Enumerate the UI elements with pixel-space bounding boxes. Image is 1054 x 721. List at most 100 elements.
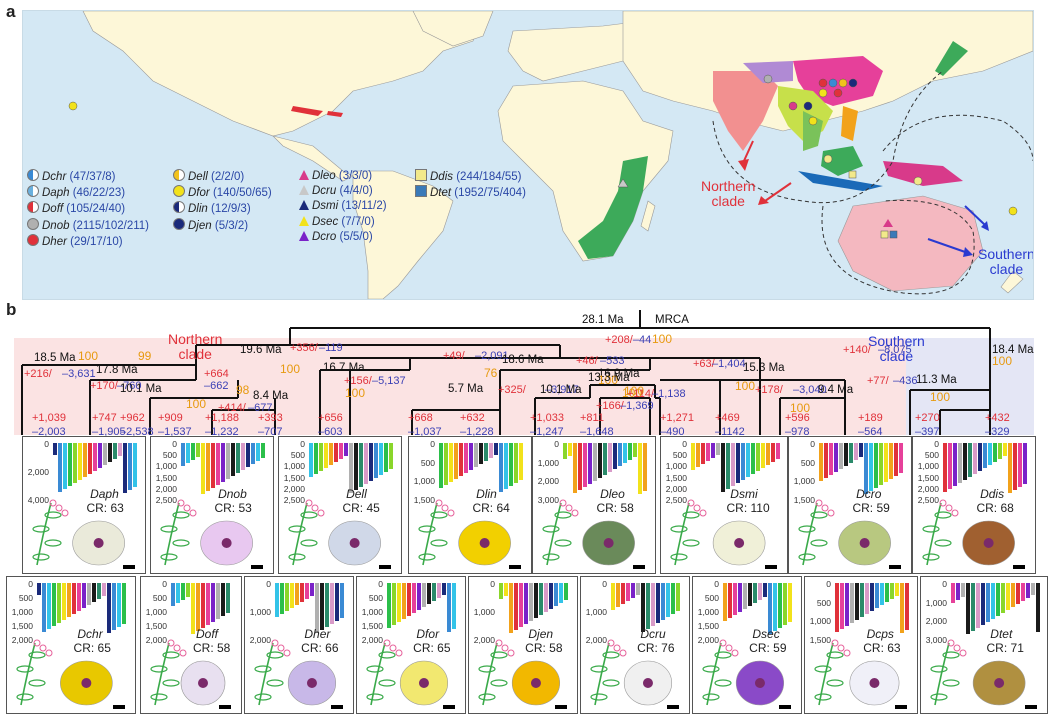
bar xyxy=(905,583,909,630)
tip-loss: –2,538 xyxy=(120,426,154,438)
bar xyxy=(241,443,245,470)
y-tick-label: 500 xyxy=(672,450,687,461)
bar xyxy=(875,583,879,608)
bar xyxy=(181,443,185,466)
bar xyxy=(524,583,528,624)
tree-node-label: 100 xyxy=(624,384,645,398)
y-tick-label: 2,000 xyxy=(537,476,559,487)
species-card: 0 500 1,000 1,500 2,000 2,500 Dell CR: 45 xyxy=(278,436,402,574)
bar xyxy=(42,583,46,632)
bar xyxy=(88,443,92,474)
bar xyxy=(763,583,767,597)
tree-node-label: 18.5 Ma xyxy=(34,352,76,364)
bar xyxy=(133,443,137,487)
bar xyxy=(554,583,558,606)
bar xyxy=(374,443,378,478)
tree-node-label: +166/ xyxy=(596,400,624,412)
y-tick-label: 2,000 xyxy=(145,635,167,645)
bar xyxy=(58,443,62,492)
plant-illustration xyxy=(798,499,891,566)
cr-value: CR: 63 xyxy=(86,501,124,515)
scale-bar xyxy=(633,565,645,569)
species-card: 0 500 1,000 1,500 Dcro CR: 59 xyxy=(788,436,912,574)
bar xyxy=(1023,443,1027,484)
y-tick-label: 1,500 xyxy=(155,472,177,483)
y-tick-label: 0 xyxy=(826,579,831,589)
bar xyxy=(819,443,823,481)
bar xyxy=(354,443,358,490)
tree-node-label: –662 xyxy=(204,380,229,392)
tip-loss: –397 xyxy=(915,426,940,438)
bar xyxy=(216,583,220,619)
y-tick-label: 1,000 xyxy=(155,461,177,472)
bar xyxy=(756,443,760,471)
y-tick-label: 1,000 xyxy=(361,607,383,617)
tree-node-label: 100 xyxy=(598,373,619,387)
y-tick-label: 0 xyxy=(44,439,49,449)
bar xyxy=(389,443,393,469)
legend-symbol xyxy=(299,185,309,196)
bar xyxy=(439,443,443,488)
legend-symbol xyxy=(27,201,39,214)
tip-gain: +632 xyxy=(460,412,485,424)
legend-symbol xyxy=(27,185,39,198)
y-tick-label: 1,500 xyxy=(413,495,435,505)
tree-node-label: 76 xyxy=(484,366,498,380)
bar xyxy=(206,443,210,491)
bar xyxy=(748,583,752,606)
bar xyxy=(728,583,732,618)
legend-symbol xyxy=(299,170,309,180)
bar xyxy=(691,443,695,470)
bar xyxy=(359,443,363,487)
bar xyxy=(519,583,523,627)
bar xyxy=(611,583,615,610)
tree-node-label: +140/ xyxy=(843,344,871,356)
tree-node-label: 98 xyxy=(236,383,250,397)
y-tick-label: 0 xyxy=(266,579,271,589)
y-tick-label: 2,000 xyxy=(925,616,947,627)
scale-bar xyxy=(1025,705,1037,709)
bar xyxy=(1026,583,1030,598)
plant-illustration xyxy=(16,639,113,706)
tip-loss: –1,537 xyxy=(158,426,192,438)
cr-value: CR: 68 xyxy=(976,501,1014,515)
bar xyxy=(449,443,453,482)
bar xyxy=(623,443,627,463)
species-card: 0 500 1,000 1,500 2,000 2,500 Ddis CR: 68 xyxy=(912,436,1036,574)
y-tick-label: 1,000 xyxy=(665,461,687,472)
bar xyxy=(549,583,553,609)
plant-illustration xyxy=(702,639,785,706)
legend-item: Dnob (2115/102/211) xyxy=(27,217,149,234)
bar xyxy=(1031,583,1035,595)
bar xyxy=(231,443,235,476)
cr-value: CR: 110 xyxy=(726,501,770,515)
bar xyxy=(626,583,630,601)
plant-illustration xyxy=(922,499,1015,566)
cr-value: CR: 59 xyxy=(852,501,890,515)
species-card: 0 500 1,000 1,500 Dcps CR: 63 xyxy=(804,576,918,714)
y-tick-label: 2,000 xyxy=(361,635,383,645)
y-tick-label: 2,000 xyxy=(283,483,305,494)
bar xyxy=(656,583,660,623)
tree-node-label: 100 xyxy=(622,386,643,400)
y-tick-label: 1,000 xyxy=(793,476,815,487)
bar xyxy=(638,443,642,494)
bar xyxy=(344,443,348,456)
bar xyxy=(633,443,637,457)
bar xyxy=(874,443,878,488)
bar xyxy=(588,443,592,484)
species-name: Dchr xyxy=(77,627,103,641)
bar xyxy=(290,583,294,608)
tip-gain: +432 xyxy=(985,412,1010,424)
tree-node-label: 100 xyxy=(930,390,951,404)
y-tick-label: 1,500 xyxy=(11,621,33,631)
bar xyxy=(738,583,742,612)
y-tick-label: 1,500 xyxy=(917,472,939,483)
bar xyxy=(118,443,122,456)
bar xyxy=(63,443,67,489)
tip-loss: –707 xyxy=(258,426,283,438)
bar xyxy=(494,443,498,455)
tip-loss: –1,232 xyxy=(205,426,239,438)
bar xyxy=(93,443,97,471)
species-name: Dlin xyxy=(476,487,497,501)
